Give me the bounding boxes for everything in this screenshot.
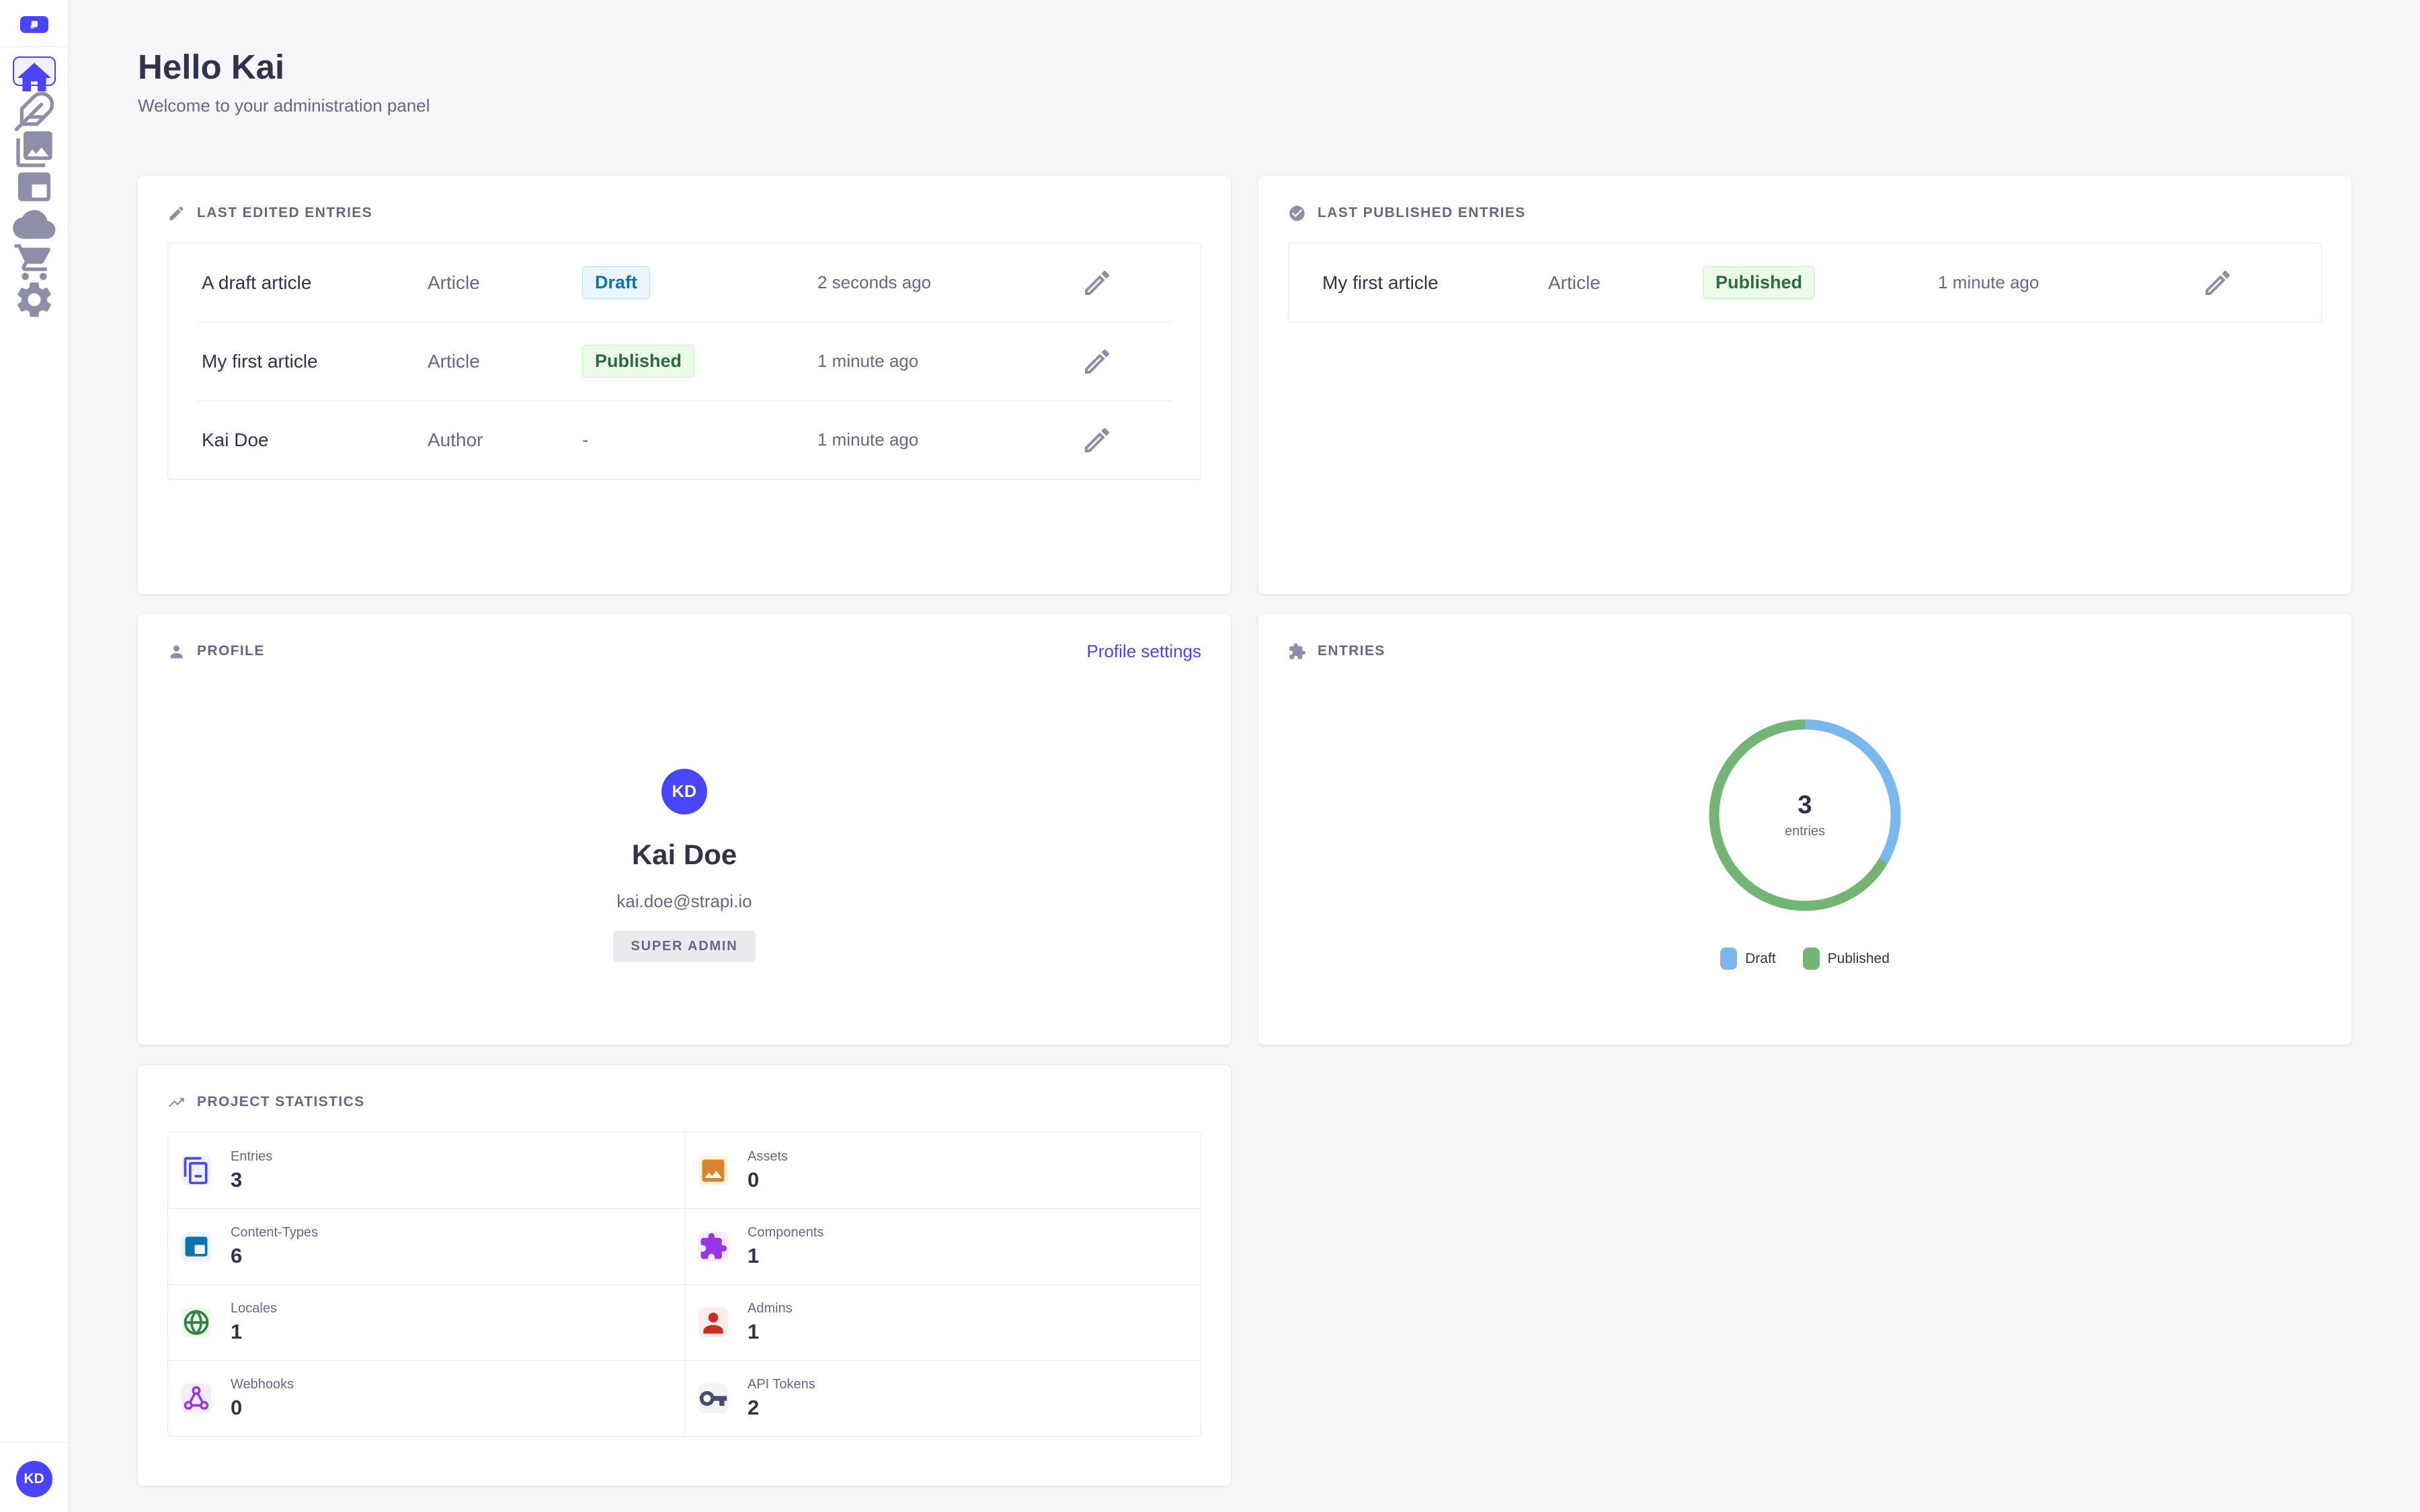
globe-icon (182, 1308, 211, 1337)
stats-grid: Entries 3 Assets 0 Content-Types 6 Componen… (167, 1132, 1201, 1437)
role-badge: SUPER ADMIN (613, 931, 756, 962)
user-avatar[interactable]: KD (15, 1461, 52, 1497)
sidebar: KD (0, 0, 69, 1512)
profile-name: Kai Doe (631, 839, 737, 870)
project-statistics-card: PROJECT STATISTICS Entries 3 Assets 0 Cont… (138, 1065, 1231, 1486)
sidebar-nav (12, 56, 56, 317)
stat-locales: Locales 1 (168, 1284, 684, 1360)
entries-card: ENTRIES 3 entries (1258, 614, 2351, 1045)
gear-icon (13, 278, 56, 321)
copy-icon (182, 1155, 211, 1185)
sidebar-divider (0, 46, 68, 47)
draft-swatch (1720, 948, 1738, 970)
layout-icon (182, 1232, 211, 1261)
published-swatch (1802, 948, 1820, 970)
dashboard-grid: LAST EDITED ENTRIES A draft article Arti… (138, 176, 2351, 1486)
legend-label: Published (1827, 950, 1890, 966)
trend-icon (167, 1093, 186, 1111)
key-icon (698, 1384, 728, 1413)
puzzle-icon (1288, 642, 1306, 661)
home-icon (14, 58, 54, 98)
webhook-icon (182, 1384, 211, 1413)
edit-entry-button[interactable] (2202, 267, 2234, 299)
entry-time: 1 minute ago (1938, 272, 2040, 292)
person-icon (167, 642, 186, 661)
stat-admins: Admins 1 (684, 1284, 1201, 1360)
edit-entry-button[interactable] (1081, 424, 1113, 456)
legend-item-published: Published (1802, 948, 1890, 970)
main-content: Hello Kai Welcome to your administration… (69, 0, 2420, 1512)
legend-label: Draft (1745, 950, 1776, 966)
sidebar-item-settings[interactable] (13, 278, 56, 317)
stat-entries: Entries 3 (168, 1132, 684, 1208)
entries-total-label: entries (1784, 824, 1826, 839)
last-edited-table: A draft article Article Draft 2 seconds … (167, 243, 1201, 480)
sidebar-item-content-manager[interactable] (13, 90, 56, 132)
entries-total: 3 (1798, 791, 1812, 819)
table-row: My first article Article Published 1 min… (168, 322, 1201, 401)
feather-icon (13, 90, 56, 133)
entry-time: 1 minute ago (817, 429, 919, 450)
card-title: LAST EDITED ENTRIES (197, 205, 373, 220)
entry-name: My first article (1322, 271, 1439, 293)
pencil-icon (167, 204, 186, 222)
stat-webhooks: Webhooks 0 (168, 1360, 684, 1436)
stat-api-tokens: API Tokens 2 (684, 1360, 1201, 1436)
sidebar-item-marketplace[interactable] (13, 241, 56, 280)
card-title: ENTRIES (1318, 643, 1385, 659)
entry-type: Article (428, 271, 480, 293)
last-published-table: My first article Article Published 1 min… (1288, 243, 2322, 323)
status-badge: Published (582, 345, 695, 378)
profile-settings-link[interactable]: Profile settings (1086, 640, 1201, 661)
entry-type: Article (428, 350, 480, 372)
check-circle-icon (1288, 204, 1306, 222)
entry-name: A draft article (202, 271, 312, 293)
edit-entry-button[interactable] (1081, 345, 1113, 378)
entry-type: Author (428, 429, 483, 450)
stat-content-types: Content-Types 6 (168, 1208, 684, 1284)
edit-entry-button[interactable] (1081, 267, 1113, 299)
status-badge: Published (1703, 266, 1816, 299)
table-row: Kai Doe Author - 1 minute ago (168, 401, 1201, 479)
card-title: LAST PUBLISHED ENTRIES (1318, 205, 1526, 220)
entries-donut-chart: 3 entries (1707, 718, 1902, 913)
entry-type: Article (1548, 271, 1601, 293)
puzzle-icon (698, 1232, 728, 1261)
table-row: My first article Article Published 1 min… (1289, 243, 2321, 322)
chart-legend: Draft Published (1720, 948, 1890, 970)
sidebar-item-deploy[interactable] (12, 203, 56, 241)
stat-assets: Assets 0 (684, 1132, 1201, 1208)
layout-icon (13, 165, 56, 208)
sidebar-item-media-library[interactable] (13, 128, 56, 167)
stat-components: Components 1 (684, 1208, 1201, 1284)
sidebar-bottom: KD (0, 1429, 68, 1512)
strapi-logo-icon[interactable] (19, 16, 48, 33)
status-empty: - (582, 429, 589, 450)
last-published-entries-card: LAST PUBLISHED ENTRIES My first article … (1258, 176, 2351, 594)
entry-name: My first article (202, 350, 318, 372)
card-title: PROJECT STATISTICS (197, 1094, 365, 1109)
sidebar-item-content-type-builder[interactable] (13, 165, 56, 203)
profile-avatar: KD (661, 769, 707, 814)
status-badge: Draft (582, 266, 651, 299)
person-icon (698, 1308, 728, 1337)
entry-time: 2 seconds ago (817, 272, 932, 292)
entry-time: 1 minute ago (817, 351, 919, 371)
photos-icon (13, 128, 56, 171)
legend-item-draft: Draft (1720, 948, 1776, 970)
cloud-icon (12, 203, 56, 246)
card-title: PROFILE (197, 643, 265, 659)
sidebar-item-home[interactable] (12, 56, 56, 91)
cart-icon (13, 241, 56, 284)
page-subtitle: Welcome to your administration panel (138, 95, 430, 116)
last-edited-entries-card: LAST EDITED ENTRIES A draft article Arti… (138, 176, 1231, 594)
table-row: A draft article Article Draft 2 seconds … (168, 243, 1201, 322)
profile-card: PROFILE Profile settings KD Kai Doe kai.… (138, 614, 1231, 1045)
sidebar-bottom-divider (0, 1442, 68, 1443)
entry-name: Kai Doe (202, 429, 269, 450)
profile-email: kai.doe@strapi.io (616, 891, 752, 911)
page-title: Hello Kai (138, 48, 285, 86)
image-icon (698, 1155, 728, 1185)
